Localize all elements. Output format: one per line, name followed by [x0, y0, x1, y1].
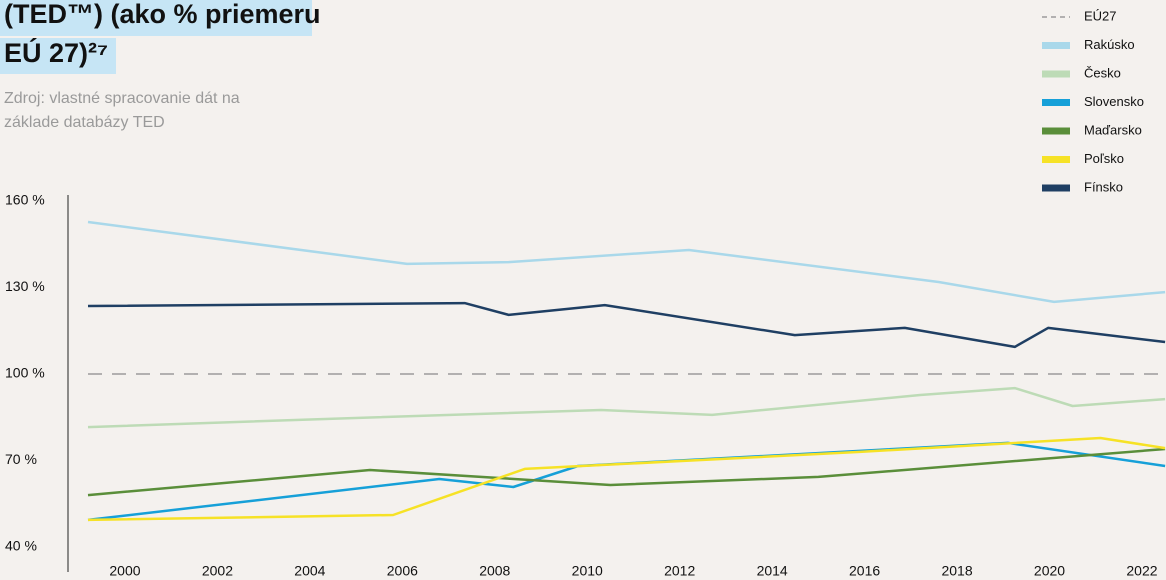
legend-label: Česko: [1084, 65, 1121, 80]
legend-label: Maďarsko: [1084, 122, 1142, 137]
legend-swatch: [1042, 70, 1070, 78]
y-tick-label: 100 %: [5, 365, 45, 381]
x-tick-label: 2004: [294, 563, 325, 579]
subtitle: základe databázy TED: [4, 114, 165, 131]
y-tick-label: 160 %: [5, 192, 45, 208]
legend-swatch: [1042, 127, 1070, 135]
x-tick-label: 2020: [1034, 563, 1065, 579]
legend-swatch: [1042, 99, 1070, 106]
series-line: [87, 441, 1166, 522]
legend-swatch: [1042, 156, 1070, 163]
y-tick-label: 40 %: [5, 538, 37, 554]
series-line: [87, 386, 1166, 429]
x-tick-label: 2022: [1126, 563, 1157, 579]
series-line: [87, 220, 1166, 304]
legend-label: EÚ27: [1084, 8, 1117, 23]
x-tick-label: 2000: [109, 563, 140, 579]
title-highlight: [0, 0, 312, 36]
chart-title: (TED™) (ako % priemeru: [4, 0, 321, 29]
x-tick-label: 2008: [479, 563, 510, 579]
x-tick-label: 2002: [202, 563, 233, 579]
x-tick-label: 2006: [387, 563, 418, 579]
series-line: [87, 447, 1166, 497]
x-tick-label: 2010: [572, 563, 603, 579]
legend-label: Slovensko: [1084, 94, 1144, 109]
x-tick-label: 2018: [941, 563, 972, 579]
x-tick-label: 2014: [757, 563, 788, 579]
subtitle: Zdroj: vlastné spracovanie dát na: [4, 90, 240, 107]
legend-label: Poľsko: [1084, 151, 1124, 166]
y-tick-label: 70 %: [5, 451, 37, 467]
y-tick-label: 130 %: [5, 278, 45, 294]
series-line: [87, 301, 1166, 349]
chart-title: EÚ 27)²⁷: [4, 37, 108, 68]
series-line: [87, 436, 1166, 522]
legend-label: Fínsko: [1084, 179, 1123, 194]
legend-swatch: [1042, 42, 1070, 49]
x-tick-label: 2016: [849, 563, 880, 579]
legend-swatch: [1042, 184, 1070, 192]
x-tick-label: 2012: [664, 563, 695, 579]
legend-label: Rakúsko: [1084, 37, 1135, 52]
title-highlight: [0, 38, 116, 74]
